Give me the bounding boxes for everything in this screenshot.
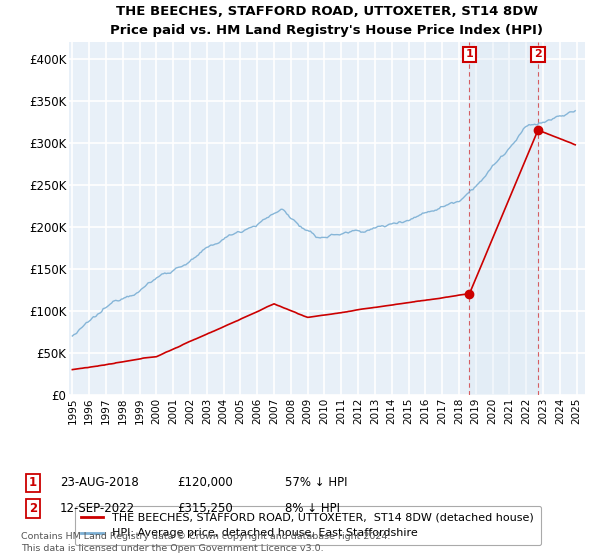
Text: Contains HM Land Registry data © Crown copyright and database right 2024.
This d: Contains HM Land Registry data © Crown c… (21, 532, 391, 553)
Text: 12-SEP-2022: 12-SEP-2022 (60, 502, 135, 515)
Title: THE BEECHES, STAFFORD ROAD, UTTOXETER, ST14 8DW
Price paid vs. HM Land Registry': THE BEECHES, STAFFORD ROAD, UTTOXETER, S… (110, 4, 544, 36)
Text: 57% ↓ HPI: 57% ↓ HPI (285, 476, 347, 489)
Text: £315,250: £315,250 (177, 502, 233, 515)
Text: 1: 1 (466, 49, 473, 59)
Text: 1: 1 (29, 476, 37, 489)
Text: 8% ↓ HPI: 8% ↓ HPI (285, 502, 340, 515)
Legend: THE BEECHES, STAFFORD ROAD, UTTOXETER,  ST14 8DW (detached house), HPI: Average : THE BEECHES, STAFFORD ROAD, UTTOXETER, S… (74, 506, 541, 545)
Text: 2: 2 (534, 49, 542, 59)
Bar (469, 42, 538, 395)
Text: 2: 2 (29, 502, 37, 515)
Text: £120,000: £120,000 (177, 476, 233, 489)
Text: 23-AUG-2018: 23-AUG-2018 (60, 476, 139, 489)
